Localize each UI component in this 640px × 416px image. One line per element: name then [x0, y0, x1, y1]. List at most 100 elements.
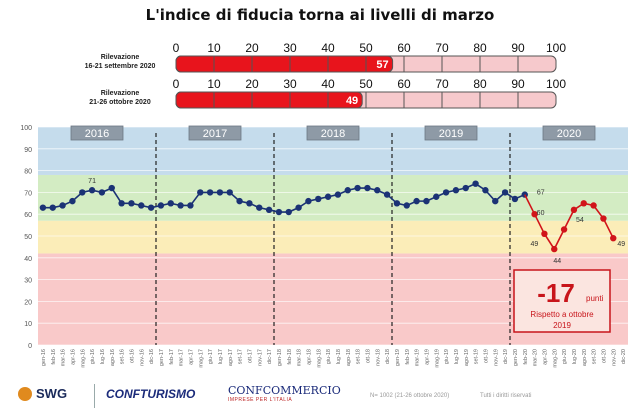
- survey-bar-value: 57: [376, 59, 388, 71]
- x-tick-label: set-19: [474, 349, 480, 364]
- series-point-blue: [246, 200, 253, 207]
- series-point-blue: [413, 197, 420, 205]
- x-tick-label: gen-18: [277, 349, 283, 366]
- x-tick-label: giu-17: [208, 349, 214, 364]
- x-tick-label: apr-18: [306, 349, 312, 365]
- swg-dot-icon: [18, 386, 32, 401]
- x-tick-label: ago-19: [464, 349, 470, 366]
- callout-value: -17: [537, 278, 575, 308]
- year-tab: [70, 125, 124, 141]
- sample-note: N= 1002 (21-26 ottobre 2020): [370, 393, 450, 399]
- year-tab-label: 2020: [557, 128, 581, 140]
- x-tick-label: mag-19: [434, 349, 440, 368]
- x-tick-label: feb-17: [169, 349, 175, 365]
- x-tick-label: ott-20: [601, 349, 607, 363]
- series-point-blue: [226, 189, 233, 196]
- series-point-blue: [462, 184, 469, 192]
- survey-scale-tick-label: 30: [283, 77, 297, 91]
- survey-scale-tick-label: 90: [511, 41, 525, 55]
- series-point-blue: [147, 204, 155, 211]
- chart-band: [38, 220, 628, 254]
- survey-scale-tick-label: 90: [511, 77, 525, 91]
- series-point-blue: [206, 189, 214, 196]
- survey-scale-tick-label: 80: [473, 41, 487, 55]
- confcommercio-subtitle: IMPRESE PER L'ITALIA: [228, 397, 293, 403]
- x-tick-label: mag-16: [80, 349, 86, 368]
- x-tick-label: lug-16: [100, 349, 106, 364]
- point-label: 54: [576, 217, 584, 224]
- survey-row-label: Rilevazione: [101, 90, 140, 97]
- y-tick-label: 70: [24, 190, 32, 197]
- survey-scale-tick-label: 10: [207, 77, 221, 91]
- survey-scale-tick-label: 70: [435, 77, 449, 91]
- series-point-red: [560, 226, 568, 233]
- survey-scale-tick-label: 0: [173, 41, 180, 55]
- year-tab-label: 2016: [85, 128, 109, 140]
- survey-scale-tick-label: 30: [283, 41, 297, 55]
- series-point-blue: [305, 197, 312, 205]
- year-tab: [306, 125, 360, 141]
- x-tick-label: mar-18: [297, 349, 303, 366]
- series-point-blue: [108, 184, 115, 192]
- series-point-blue: [374, 187, 381, 194]
- x-tick-label: set-18: [356, 349, 362, 364]
- x-tick-label: mar-19: [415, 349, 421, 366]
- survey-scale-tick-label: 20: [245, 41, 259, 55]
- year-tab-label: 2018: [321, 128, 345, 140]
- x-tick-label: set-17: [238, 349, 244, 364]
- x-tick-label: apr-16: [70, 349, 76, 365]
- x-tick-label: feb-18: [287, 349, 293, 365]
- survey-row-label: Rilevazione: [101, 54, 140, 61]
- series-point-blue: [334, 191, 342, 198]
- x-tick-label: giu-20: [562, 349, 568, 364]
- series-point-red: [610, 234, 617, 242]
- series-point-red: [541, 230, 548, 238]
- series-point-blue: [236, 197, 243, 205]
- series-point-blue: [138, 202, 145, 209]
- x-tick-label: mag-18: [316, 349, 322, 368]
- swg-logo-text: SWG: [36, 386, 68, 401]
- survey-scale-tick-label: 40: [321, 77, 335, 91]
- chart-band: [38, 174, 628, 221]
- x-tick-label: nov-17: [257, 349, 263, 366]
- series-point-blue: [295, 204, 302, 211]
- series-point-blue: [442, 189, 450, 196]
- series-point-blue: [177, 202, 184, 209]
- series-point-blue: [98, 189, 106, 196]
- x-tick-label: ago-17: [228, 349, 234, 366]
- survey-scale-tick-label: 40: [321, 41, 335, 55]
- x-tick-label: apr-20: [542, 349, 548, 365]
- x-tick-label: mar-20: [533, 349, 539, 366]
- y-tick-label: 90: [24, 147, 32, 154]
- x-tick-label: dic-16: [149, 349, 155, 364]
- series-point-blue: [492, 197, 499, 205]
- point-label: 71: [88, 178, 96, 185]
- y-tick-label: 60: [24, 212, 32, 219]
- survey-scale-tick-label: 50: [359, 77, 373, 91]
- rights-note: Tutti i diritti riservati: [480, 393, 532, 399]
- series-point-blue: [482, 187, 489, 194]
- x-tick-label: nov-18: [375, 349, 381, 366]
- series-point-blue: [88, 187, 96, 194]
- x-tick-label: lug-19: [454, 349, 460, 364]
- x-tick-label: mag-20: [552, 349, 558, 368]
- series-point-blue: [167, 200, 174, 207]
- series-point-blue: [187, 202, 194, 209]
- year-tab-label: 2017: [203, 128, 227, 140]
- survey-bar-value: 49: [346, 95, 358, 107]
- series-point-blue: [157, 202, 165, 209]
- series-point-red: [570, 206, 578, 214]
- x-tick-label: giu-16: [90, 349, 96, 364]
- x-tick-label: nov-19: [493, 349, 499, 366]
- x-tick-label: dic-19: [503, 349, 509, 364]
- year-tab: [424, 125, 478, 141]
- year-tab-label: 2019: [439, 128, 463, 140]
- survey-bar-fill: [175, 91, 363, 109]
- series-point-blue: [275, 208, 283, 216]
- series-point-blue: [423, 197, 430, 205]
- x-tick-label: set-16: [120, 349, 126, 364]
- x-tick-label: ott-16: [129, 349, 135, 363]
- x-tick-label: feb-19: [405, 349, 411, 365]
- year-tab: [542, 125, 596, 141]
